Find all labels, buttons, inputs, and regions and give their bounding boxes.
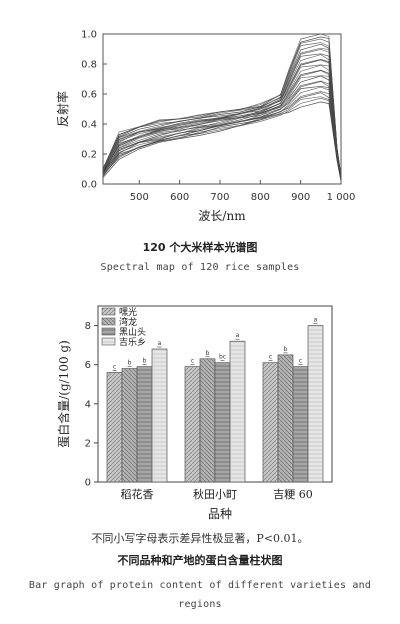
category-label: 吉粳 60 bbox=[273, 487, 313, 501]
bar-chart-title: 不同品种和产地的蛋白含量柱状图 bbox=[117, 554, 283, 567]
spectral-curve bbox=[102, 59, 342, 179]
spectral-curve bbox=[102, 101, 342, 182]
x-axis-label: 品种 bbox=[208, 507, 232, 521]
bar bbox=[106, 372, 123, 483]
spectral-curve bbox=[102, 43, 342, 178]
y-tick-label: 0.4 bbox=[81, 120, 97, 131]
bar bbox=[262, 362, 279, 483]
spectral-curve bbox=[102, 75, 342, 179]
bar bbox=[136, 366, 153, 483]
legend-label: 嘿光 bbox=[119, 306, 137, 318]
spectral-curve bbox=[102, 96, 342, 182]
y-tick-label: 6 bbox=[85, 360, 91, 371]
spectral-curve bbox=[102, 85, 342, 181]
significance-letter: c bbox=[191, 358, 194, 365]
y-axis-label: 反射率 bbox=[55, 91, 70, 127]
legend-label: 黑山头 bbox=[119, 327, 146, 338]
significance-letter: b bbox=[284, 346, 288, 353]
spectral-curve bbox=[102, 92, 342, 181]
x-tick-label: 900 bbox=[291, 192, 310, 203]
significance-note: 不同小写字母表示差异性极显著，P<0.01。 bbox=[91, 532, 309, 545]
significance-letter: a bbox=[158, 340, 162, 347]
legend-swatch bbox=[101, 337, 116, 346]
significance-letter: a bbox=[314, 317, 318, 324]
bar bbox=[277, 354, 294, 483]
x-tick-label: 500 bbox=[130, 192, 149, 203]
spectral-curves bbox=[102, 33, 342, 182]
legend-label: 吉乐乡 bbox=[119, 336, 146, 348]
plot-frame bbox=[102, 33, 342, 185]
bar bbox=[292, 366, 309, 483]
bar-chart-subtitle: Bar graph of protein content of differen… bbox=[28, 580, 372, 610]
y-tick-label: 0.0 bbox=[81, 180, 97, 191]
y-axis-label: 蛋白含量/(g/100 g) bbox=[56, 340, 71, 448]
significance-letter: b bbox=[128, 360, 132, 367]
bar bbox=[121, 368, 138, 483]
bar bbox=[229, 340, 246, 483]
bar bbox=[214, 362, 231, 483]
spectral-curve bbox=[102, 47, 342, 178]
x-tick-label: 800 bbox=[251, 192, 270, 203]
y-tick-label: 8 bbox=[85, 321, 91, 332]
y-tick-label: 1.0 bbox=[81, 30, 97, 41]
y-tick-label: 0.8 bbox=[81, 60, 97, 71]
y-tick-label: 0.6 bbox=[81, 90, 97, 101]
bar bbox=[184, 366, 201, 483]
spectral-curve bbox=[102, 80, 342, 181]
spectral-chart-subtitle: Spectral map of 120 rice samples bbox=[100, 262, 300, 273]
spectral-curve bbox=[102, 38, 342, 178]
significance-letter: b bbox=[143, 358, 147, 365]
spectral-curve bbox=[102, 36, 342, 178]
spectral-curve bbox=[102, 91, 342, 180]
significance-letter: c bbox=[299, 358, 302, 365]
legend-swatch bbox=[101, 317, 116, 326]
spectral-chart-title: 120 个大米样本光谱图 bbox=[142, 241, 258, 254]
spectral-curve bbox=[102, 42, 342, 176]
bar bbox=[151, 348, 168, 483]
y-tick-label: 0.2 bbox=[81, 150, 97, 161]
significance-letter: bc bbox=[219, 354, 226, 361]
x-tick-label: 1 000 bbox=[327, 192, 356, 203]
bar bbox=[199, 358, 216, 483]
spectral-curve bbox=[102, 54, 342, 179]
x-axis-label: 波长/nm bbox=[198, 209, 246, 223]
category-label: 秋田小町 bbox=[193, 487, 237, 501]
significance-letter: a bbox=[236, 332, 240, 339]
y-tick-label: 2 bbox=[85, 438, 91, 449]
y-tick-label: 4 bbox=[85, 399, 91, 410]
significance-letter: b bbox=[206, 350, 210, 357]
x-tick-label: 600 bbox=[170, 192, 189, 203]
significance-letter: c bbox=[269, 354, 272, 361]
spectral-curve bbox=[102, 49, 342, 177]
legend-swatch bbox=[101, 327, 116, 336]
y-tick-label: 0 bbox=[85, 478, 91, 489]
significance-letter: c bbox=[113, 363, 116, 370]
spectral-curve bbox=[102, 33, 342, 176]
legend-label: 湾龙 bbox=[119, 316, 137, 328]
category-label: 稻花香 bbox=[121, 488, 154, 501]
spectral-curve bbox=[102, 81, 342, 179]
spectral-curve bbox=[102, 97, 342, 180]
spectral-chart: 0.0 0.2 0.4 0.6 0.8 1.0 500 600 700 800 900 1 000 反… bbox=[55, 30, 356, 224]
bar bbox=[307, 325, 324, 483]
x-tick-label: 700 bbox=[210, 192, 229, 203]
legend-swatch bbox=[101, 307, 116, 316]
